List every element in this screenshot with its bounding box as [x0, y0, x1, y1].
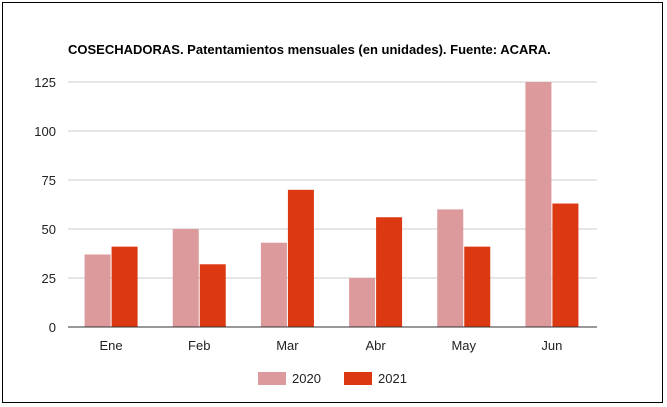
chart-frame: [2, 2, 663, 403]
bar-2021-Jun: [552, 203, 579, 327]
bars: [84, 82, 579, 327]
legend: 2020 2021: [258, 371, 407, 386]
y-tick-label: 25: [42, 271, 56, 286]
y-tick-label: 100: [34, 124, 56, 139]
legend-label: 2021: [378, 371, 407, 386]
chart-title: COSECHADORAS. Patentamientos mensuales (…: [68, 42, 551, 57]
x-tick-label: May: [451, 338, 476, 353]
y-tick-label: 125: [34, 75, 56, 90]
bar-2021-May: [464, 246, 491, 327]
bar-2021-Mar: [287, 189, 314, 327]
legend-swatch-2021: [344, 372, 372, 385]
bar-2020-Mar: [260, 242, 287, 327]
x-tick-label: Abr: [365, 338, 386, 353]
bar-2020-Abr: [349, 278, 376, 327]
y-tick-label: 75: [42, 173, 56, 188]
x-axis-ticks: Ene Feb Mar Abr May Jun: [100, 338, 563, 353]
x-tick-label: Ene: [100, 338, 123, 353]
x-tick-label: Mar: [276, 338, 299, 353]
bar-2020-May: [437, 209, 464, 327]
legend-label: 2020: [292, 371, 321, 386]
y-tick-label: 0: [49, 320, 56, 335]
gridlines: [68, 81, 597, 279]
bar-2020-Feb: [172, 229, 199, 327]
y-axis-ticks: 0 25 50 75 100 125: [34, 75, 56, 335]
y-tick-label: 50: [42, 222, 56, 237]
bar-2021-Ene: [111, 246, 138, 327]
bar-2021-Abr: [376, 217, 403, 327]
bar-2020-Jun: [525, 82, 552, 327]
x-tick-label: Feb: [188, 338, 210, 353]
legend-swatch-2020: [258, 372, 286, 385]
x-tick-label: Jun: [541, 338, 562, 353]
bar-2021-Feb: [199, 264, 226, 327]
bar-2020-Ene: [84, 254, 111, 327]
